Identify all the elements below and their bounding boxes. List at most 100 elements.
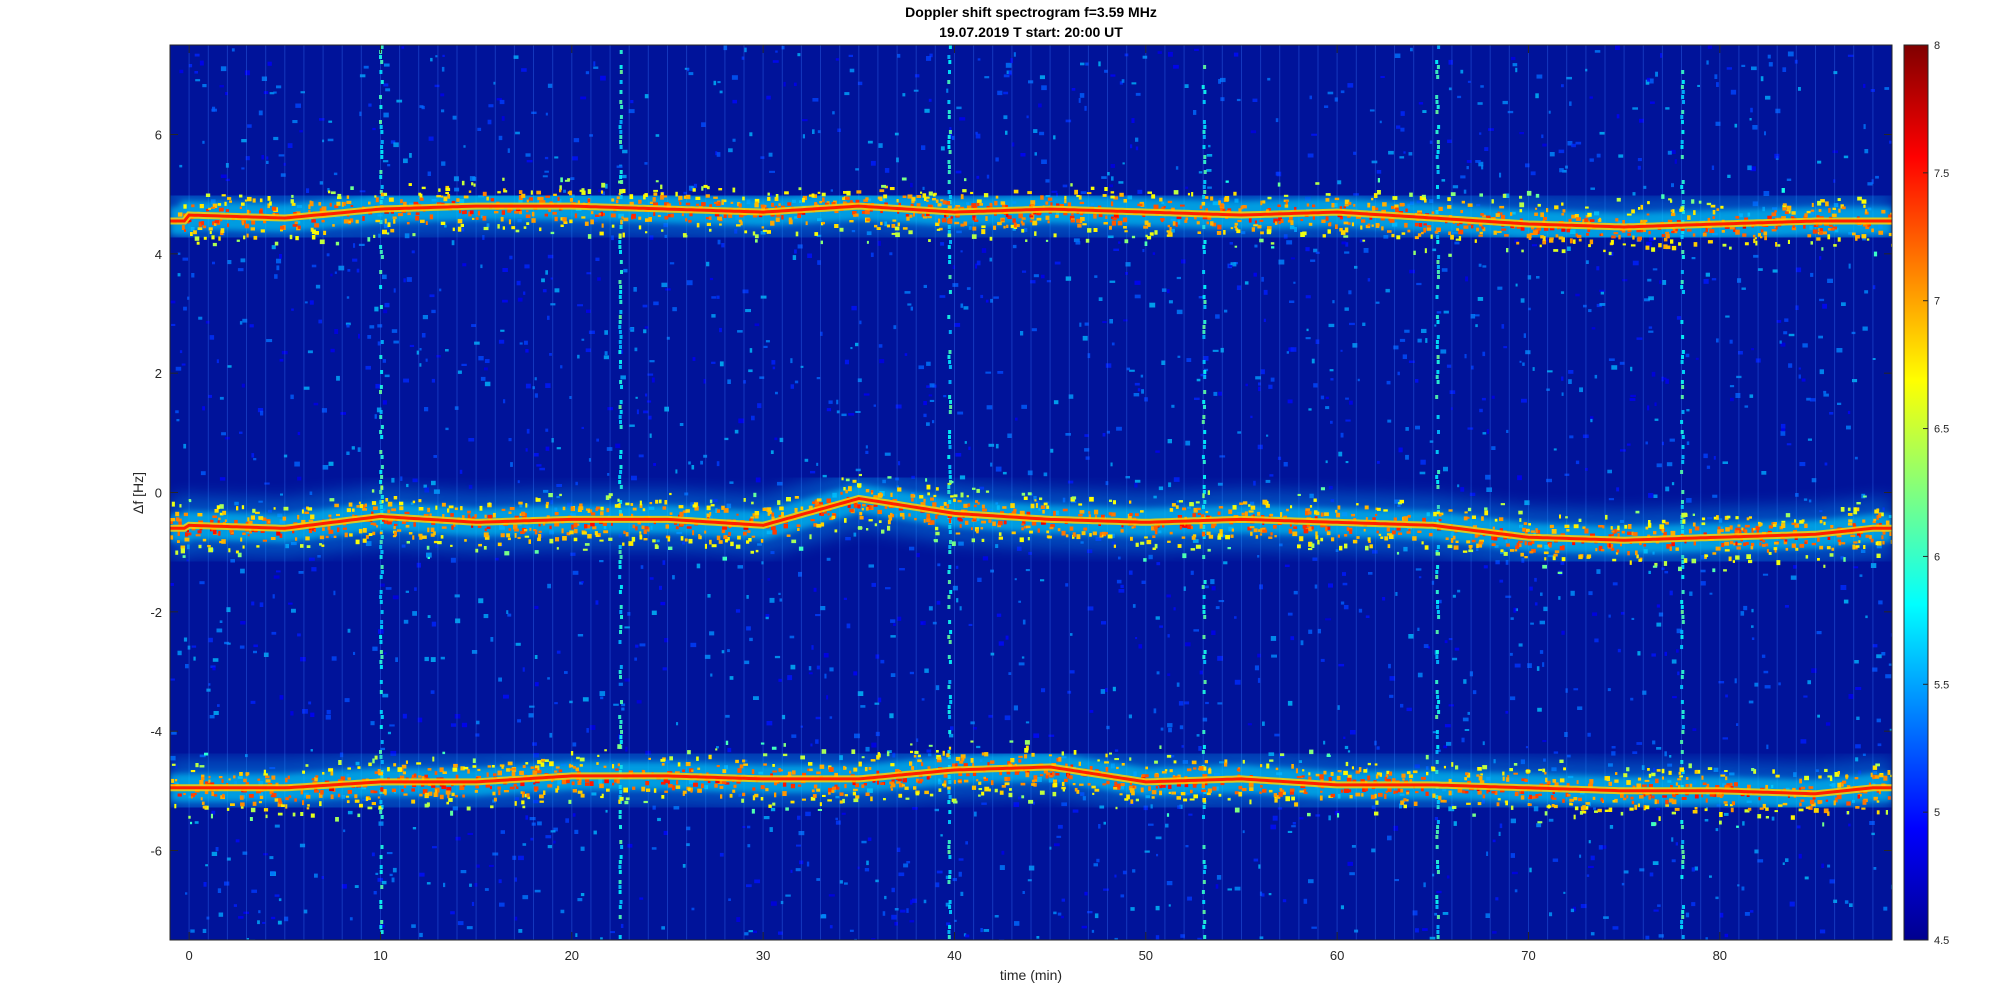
noise-speck (703, 454, 708, 458)
streak-segment (1436, 935, 1440, 939)
noise-speck (1825, 722, 1831, 726)
trace-speckle (1267, 226, 1272, 230)
trace-speckle (1805, 555, 1809, 559)
trace-speckle (695, 196, 701, 200)
noise-speck (857, 378, 862, 383)
noise-speck (1233, 52, 1239, 57)
noise-speck (1340, 601, 1345, 605)
noise-speck (759, 376, 765, 379)
trace-speckle (511, 226, 516, 230)
noise-speck (534, 377, 537, 381)
streak-segment (947, 685, 951, 689)
trace-speckle (1784, 211, 1789, 214)
trace-speckle (1542, 236, 1546, 241)
trace-speckle (1308, 222, 1313, 226)
noise-speck (1130, 144, 1133, 149)
noise-speck (500, 329, 505, 332)
noise-speck (747, 844, 751, 848)
trace-speckle (1144, 220, 1149, 225)
trace-speckle (947, 205, 952, 209)
noise-speck (1311, 358, 1315, 364)
noise-speck (1737, 278, 1742, 283)
noise-speck (746, 884, 752, 888)
trace-speckle (1502, 193, 1507, 198)
trace-speckle (853, 214, 857, 217)
trace-speckle (447, 508, 450, 513)
noise-speck (1872, 358, 1876, 360)
trace-speckle (1574, 214, 1579, 218)
trace-speckle (1627, 531, 1632, 535)
noise-speck (1098, 297, 1103, 301)
noise-speck (1620, 449, 1626, 452)
trace-speckle (1040, 195, 1044, 200)
noise-speck (402, 713, 407, 719)
noise-speck (1369, 109, 1375, 112)
trace-speckle (1760, 229, 1764, 233)
noise-speck (895, 404, 902, 409)
trace-speckle (1865, 224, 1870, 230)
trace-speckle (740, 221, 743, 226)
trace-speckle (1582, 526, 1586, 529)
noise-speck (1530, 622, 1534, 625)
trace-speckle (1369, 216, 1373, 220)
streak-segment (619, 360, 622, 364)
trace-speckle (1184, 219, 1188, 223)
trace-speckle (1267, 196, 1272, 200)
noise-speck (525, 383, 531, 389)
noise-speck (1325, 396, 1329, 399)
trace-speckle (211, 235, 215, 240)
trace-speckle (213, 223, 217, 226)
streak-segment (380, 815, 384, 819)
trace-speckle (241, 202, 245, 206)
trace-speckle (441, 502, 446, 507)
noise-speck (976, 175, 980, 179)
noise-speck (1142, 55, 1148, 59)
trace-speckle (1787, 239, 1790, 244)
noise-speck (721, 243, 725, 248)
noise-speck (1537, 707, 1542, 712)
noise-speck (686, 280, 693, 286)
noise-speck (525, 349, 529, 353)
noise-speck (499, 99, 505, 105)
noise-speck (1478, 161, 1484, 167)
noise-speck (1577, 706, 1583, 710)
trace-speckle (1414, 222, 1419, 227)
noise-speck (875, 731, 880, 737)
noise-speck (836, 410, 840, 414)
streak-segment (379, 245, 383, 249)
streak-segment (618, 870, 622, 874)
noise-speck (963, 306, 969, 310)
noise-speck (857, 866, 860, 870)
streak-segment (1436, 105, 1440, 109)
trace-speckle (1819, 228, 1823, 233)
noise-speck (1453, 821, 1457, 826)
noise-speck (499, 902, 505, 907)
noise-speck (1376, 460, 1380, 464)
noise-speck (1485, 474, 1491, 480)
noise-speck (899, 568, 905, 571)
trace-speckle (577, 200, 580, 204)
noise-speck (1334, 97, 1338, 102)
noise-speck (890, 635, 896, 638)
trace-speckle (1447, 205, 1452, 209)
trace-speckle (926, 196, 930, 199)
noise-speck (711, 296, 717, 299)
trace-speckle (1712, 216, 1715, 219)
trace-speckle (1314, 510, 1318, 515)
trace-speckle (1020, 220, 1024, 224)
noise-speck (1344, 745, 1349, 750)
streak-segment (948, 875, 952, 879)
noise-speck (616, 165, 623, 168)
streak-segment (1202, 880, 1206, 884)
noise-speck (382, 693, 389, 698)
noise-speck (284, 916, 289, 922)
noise-speck (1431, 580, 1435, 585)
noise-speck (686, 843, 690, 847)
noise-speck (1436, 311, 1442, 314)
noise-speck (171, 323, 176, 326)
trace-speckle (595, 214, 600, 217)
noise-speck (1120, 584, 1124, 589)
trace-speckle (346, 195, 350, 199)
streak-segment (1203, 160, 1207, 164)
streak-segment (1681, 910, 1685, 914)
